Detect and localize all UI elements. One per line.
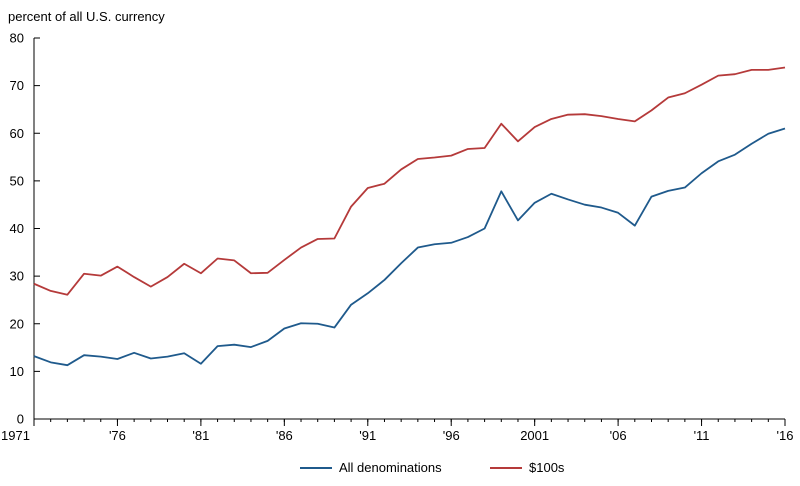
y-tick-label: 30 [10,269,24,284]
series-line-all-denominations [33,127,786,367]
y-tick-label: 40 [10,221,24,236]
x-tick-label: '86 [276,428,293,443]
y-axis-title: percent of all U.S. currency [8,9,165,24]
y-tick-label: 50 [10,173,24,188]
y-axis-ticks: 0 10 20 30 40 50 60 70 80 [10,31,40,427]
x-tick-label: '96 [443,428,460,443]
legend-label-100s: $100s [529,460,565,475]
x-axis-ticks: 1971 '76 '81 '86 '91 '96 2001 '06 '11 '16 [1,419,793,443]
axes [33,38,785,420]
x-tick-label: '06 [610,428,627,443]
x-tick-label: '91 [359,428,376,443]
legend-label-all-denominations: All denominations [339,460,442,475]
x-tick-label: '76 [109,428,126,443]
y-tick-label: 10 [10,364,24,379]
x-tick-label: '11 [694,428,710,443]
y-tick-label: 60 [10,126,24,141]
y-tick-label: 70 [10,78,24,93]
series-line-100s [33,66,786,296]
series-lines [33,66,786,367]
x-tick-label: 1971 [1,428,30,443]
x-tick-label: 2001 [520,428,549,443]
y-tick-label: 20 [10,316,24,331]
legend: All denominations $100s [300,460,565,475]
x-tick-label: '16 [777,428,794,443]
y-tick-label: 0 [17,412,24,427]
x-tick-label: '81 [192,428,209,443]
y-tick-label: 80 [10,31,24,46]
